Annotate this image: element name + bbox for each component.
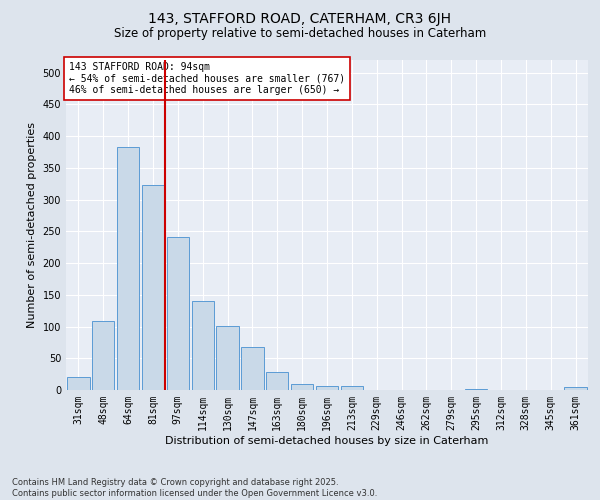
Bar	[191, 301, 214, 390]
Text: Contains HM Land Registry data © Crown copyright and database right 2025.
Contai: Contains HM Land Registry data © Crown c…	[12, 478, 377, 498]
Text: 143, STAFFORD ROAD, CATERHAM, CR3 6JH: 143, STAFFORD ROAD, CATERHAM, CR3 6JH	[149, 12, 452, 26]
Bar	[266, 372, 289, 390]
Bar	[291, 384, 313, 390]
Bar	[565, 388, 587, 390]
X-axis label: Distribution of semi-detached houses by size in Caterham: Distribution of semi-detached houses by …	[166, 436, 488, 446]
Y-axis label: Number of semi-detached properties: Number of semi-detached properties	[27, 122, 37, 328]
Bar	[316, 386, 338, 390]
Text: 143 STAFFORD ROAD: 94sqm
← 54% of semi-detached houses are smaller (767)
46% of : 143 STAFFORD ROAD: 94sqm ← 54% of semi-d…	[68, 62, 345, 95]
Bar	[67, 378, 89, 390]
Bar	[465, 388, 487, 390]
Bar	[217, 326, 239, 390]
Bar	[167, 237, 189, 390]
Bar	[241, 347, 263, 390]
Bar	[142, 185, 164, 390]
Text: Size of property relative to semi-detached houses in Caterham: Size of property relative to semi-detach…	[114, 28, 486, 40]
Bar	[341, 386, 363, 390]
Bar	[117, 147, 139, 390]
Bar	[92, 322, 115, 390]
